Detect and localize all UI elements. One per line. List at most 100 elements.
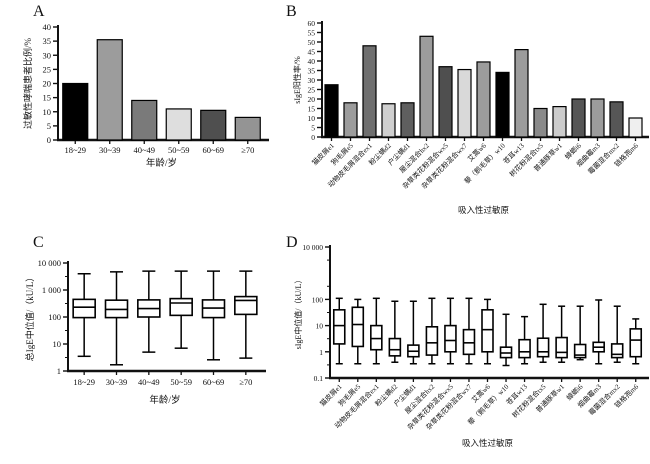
box-18~29	[72, 272, 96, 358]
bar-链格孢m6	[628, 117, 643, 138]
bar-18~29	[62, 82, 89, 141]
y-tick-label: 10	[308, 114, 316, 123]
box-户尘螨d1	[407, 300, 420, 365]
bar-≥70	[234, 116, 261, 141]
bar-烟曲霉m3	[590, 98, 605, 138]
box-30~39	[104, 271, 129, 366]
box-50~59	[169, 270, 193, 349]
y-axis-title: 总IgE中位值/（kU/L）	[24, 273, 35, 362]
box-动物皮毛屑混合ex1	[370, 297, 383, 365]
panel-a-letter: A	[33, 3, 45, 20]
x-category-label: 30~39	[99, 145, 121, 155]
box-杂草类花粉混合wx7	[462, 297, 476, 365]
y-tick-label: 0	[47, 135, 51, 145]
bar-树花粉混合tx5	[533, 107, 548, 138]
box-烟曲霉m3	[592, 299, 605, 365]
bar-杂草类花粉混合wx5	[438, 66, 453, 138]
y-tick-label: 10	[53, 339, 62, 349]
x-category-label: 50~59	[168, 145, 190, 155]
y-tick-label: 55	[308, 29, 316, 38]
box-霉菌混合mx2	[610, 305, 624, 363]
panel-a-bar-chart: 0 5 10 15 20 25 30 35 40 过敏性哮喘患者比例/% 18~29 30~39 40~…	[22, 22, 269, 169]
box-猫皮屑e1	[332, 297, 346, 365]
box-蟑螂i6	[573, 305, 587, 361]
y-tick-label: 35	[43, 36, 52, 46]
x-axis-title: 年龄/岁	[149, 394, 180, 406]
box-树花粉混合tx5	[536, 303, 550, 363]
x-axis-title: 吸入性过敏原	[458, 205, 509, 215]
bar-蟑螂i6	[571, 98, 586, 138]
panel-c-letter: C	[33, 234, 44, 251]
x-axis-title: 吸入性过敏原	[462, 438, 513, 448]
y-tick-label: 30	[43, 50, 52, 60]
y-tick-label: 60	[308, 19, 316, 28]
y-tick-label: 15	[43, 93, 52, 103]
panel-b-plot: 051015202530354045505560sIgE阳性率/%猫皮屑e1狗毛…	[292, 19, 649, 215]
y-tick-label: 1	[319, 348, 323, 357]
bar-粉尘螨d2	[381, 103, 396, 138]
panel-b-letter: B	[286, 3, 297, 20]
bar-苍耳w13	[514, 48, 529, 138]
y-axis-title: sIgE阳性率/%	[292, 56, 302, 104]
y-tick-label: 5	[47, 121, 51, 131]
panel-a-plot: 0 5 10 15 20 25 30 35 40 过敏性哮喘患者比例/% 18~29 30~39 40~…	[22, 22, 269, 169]
x-category-label: 60~69	[203, 377, 225, 387]
y-tick-label: 0	[311, 133, 315, 142]
bar-霉菌混合mx2	[609, 101, 624, 138]
box-普通豚草w1	[555, 305, 568, 363]
y-tick-label: 1 000	[42, 285, 61, 295]
x-axis-title: 年龄/岁	[146, 157, 177, 169]
box-艾蒿w6	[481, 298, 494, 365]
y-tick-label: 15	[308, 105, 316, 114]
x-category-label: 18~29	[64, 145, 86, 155]
box-粉尘螨d2	[388, 300, 402, 363]
bar-30~39	[96, 39, 123, 141]
y-tick-label: 100	[48, 312, 61, 322]
bar-普通豚草w1	[552, 105, 567, 138]
box-链格孢m6	[629, 318, 643, 365]
bar-藜（鹅毛草）w10	[495, 71, 510, 138]
y-axis-title: sIgE中位值/（kU/L）	[293, 276, 303, 350]
box-≥70	[234, 270, 258, 359]
box-藜（鹅毛草）w10	[499, 313, 513, 367]
bar-狗毛屑e5	[343, 102, 358, 138]
box-狗毛屑e5	[351, 298, 365, 365]
y-tick-label: 25	[43, 64, 52, 74]
box-40~49	[137, 270, 161, 353]
x-category-label: 40~49	[133, 145, 155, 155]
y-tick-label: 35	[308, 67, 316, 76]
box-苍耳w13	[518, 315, 531, 365]
y-tick-label: 10	[316, 322, 324, 331]
bar-60~69	[200, 109, 227, 141]
y-tick-label: 40	[43, 22, 52, 32]
y-tick-label: 10	[43, 107, 52, 117]
y-tick-label: 100	[312, 295, 324, 304]
x-category-label: 40~49	[138, 377, 160, 387]
y-tick-label: 5	[311, 124, 315, 133]
box-屋尘混合hx2	[425, 297, 439, 365]
y-tick-label: 50	[308, 38, 316, 47]
x-category-label: ≥70	[241, 145, 254, 155]
y-tick-label: 20	[308, 95, 316, 104]
y-tick-label: 10 000	[302, 243, 323, 252]
y-tick-label: 40	[308, 57, 316, 66]
panel-d-letter: D	[286, 234, 298, 251]
y-tick-label: 10 000	[38, 258, 61, 268]
y-tick-label: 1	[57, 366, 61, 376]
y-tick-label: 45	[308, 48, 316, 57]
box-杂草类花粉混合wx5	[444, 297, 457, 365]
bar-户尘螨d1	[400, 102, 415, 138]
y-tick-label: 0.1	[314, 374, 324, 383]
y-tick-label: 25	[308, 86, 316, 95]
bar-50~59	[165, 108, 192, 141]
bar-艾蒿w6	[476, 61, 491, 138]
x-category-label: ≥70	[239, 377, 252, 387]
panel-b-bar-chart: 051015202530354045505560sIgE阳性率/%猫皮屑e1狗毛…	[292, 19, 649, 215]
y-tick-label: 30	[308, 76, 316, 85]
bar-屋尘混合hx2	[419, 35, 434, 138]
box-60~69	[201, 270, 226, 361]
